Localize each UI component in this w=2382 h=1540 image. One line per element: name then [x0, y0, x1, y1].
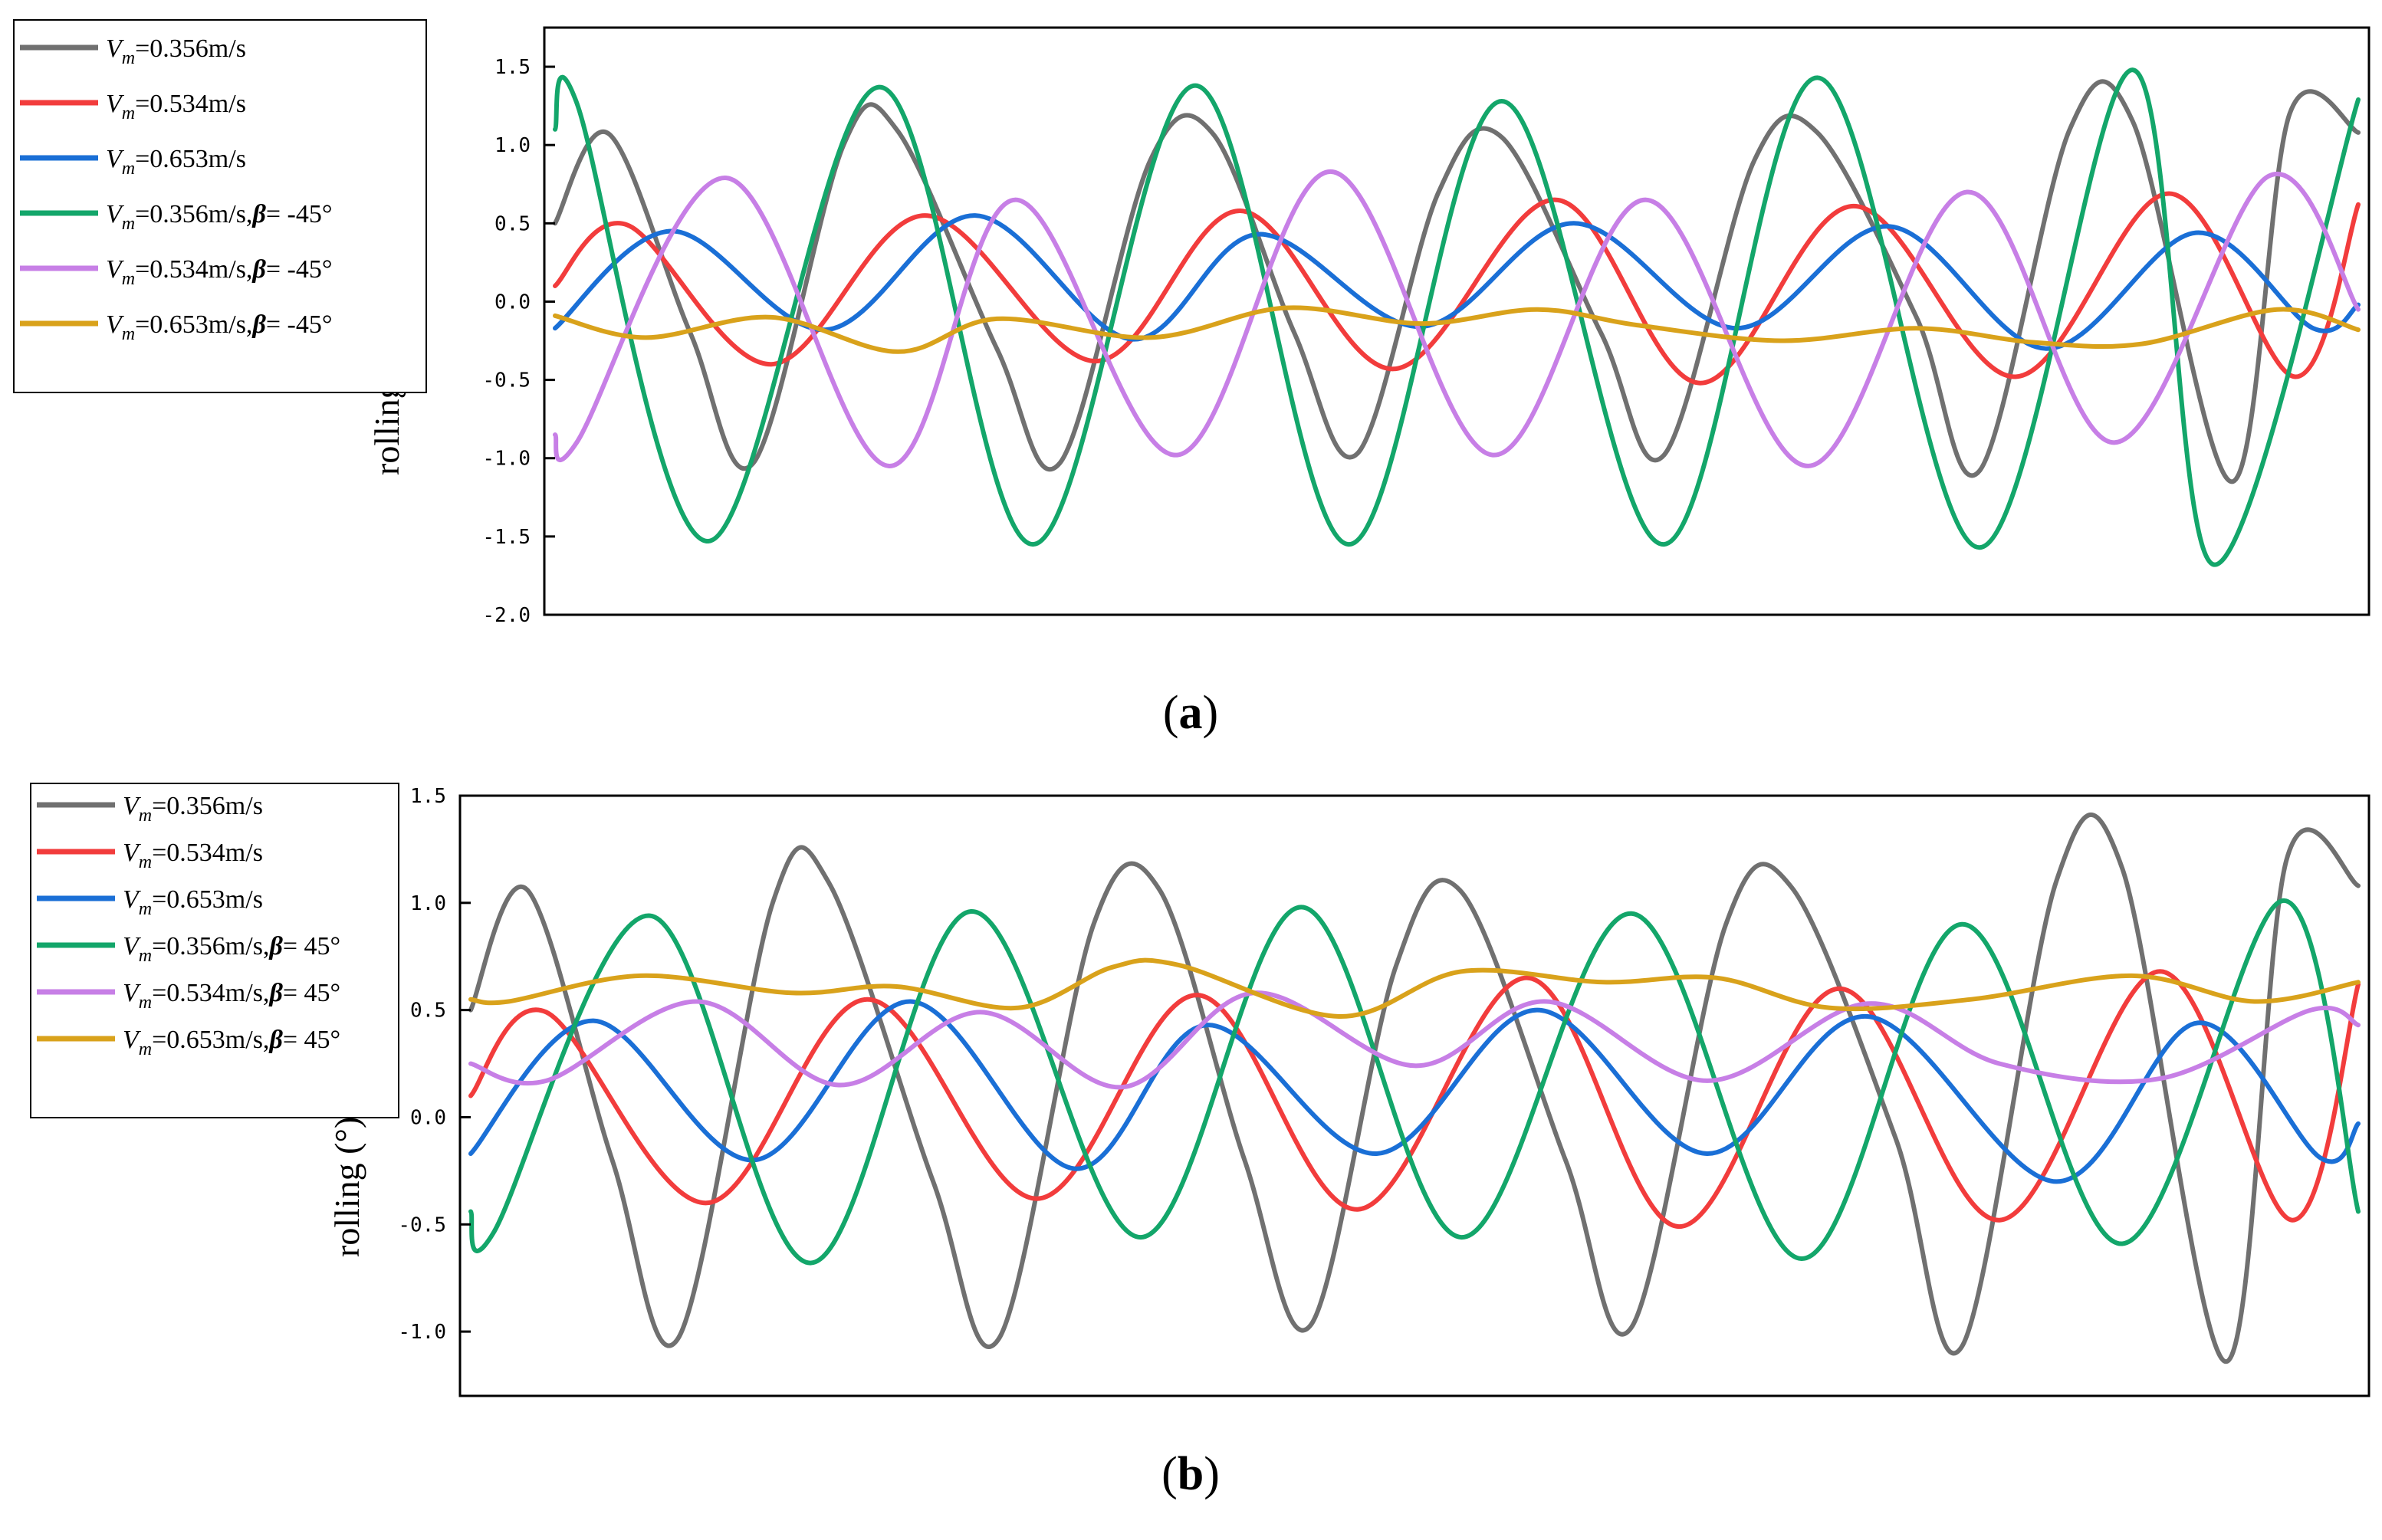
legend-entry: Vm=0.356m/s	[123, 792, 263, 826]
series-line-6	[553, 305, 2361, 354]
legend-entry: Vm=0.534m/s,β= -45°	[106, 255, 332, 289]
plot-frame	[458, 794, 2371, 1397]
y-tick-label: -1.0	[398, 1321, 446, 1344]
series-line-3	[468, 999, 2361, 1184]
legend-entry: Vm=0.653m/s	[123, 885, 263, 919]
panel-b-chart: 1.5 1.0 0.5 0.0 -0.5 -1.0 rolling (°) Vm=0.356m…	[30, 783, 2371, 1500]
series-line-2	[553, 191, 2361, 386]
panel-label: (a)	[1163, 687, 1218, 739]
series-line-1	[468, 812, 2361, 1364]
series-line-6	[468, 957, 2361, 1020]
y-tick-label: -1.5	[482, 526, 531, 549]
series-line-4	[553, 67, 2361, 567]
y-tick-label: -1.0	[482, 448, 531, 471]
legend-entry: Vm=0.356m/s,β= 45°	[123, 932, 340, 966]
legend-entry: Vm=0.653m/s,β= -45°	[106, 310, 332, 344]
legend-entry: Vm=0.356m/s	[106, 34, 246, 68]
legend-entry: Vm=0.653m/s,β= 45°	[123, 1026, 340, 1059]
panel-label: (b)	[1161, 1448, 1220, 1500]
legend-box	[30, 783, 399, 1118]
y-tick-label: -2.0	[482, 604, 531, 627]
y-tick-label: 0.0	[410, 1106, 446, 1129]
y-tick-label: 0.5	[410, 1000, 446, 1023]
series-line-2	[468, 969, 2361, 1230]
series-line-3	[553, 213, 2361, 351]
y-tick-label: 1.5	[410, 785, 446, 808]
y-tick-label: 0.5	[494, 212, 531, 235]
y-tick-label: 1.5	[494, 56, 531, 79]
legend-entry: Vm=0.534m/s	[123, 839, 263, 872]
y-axis-label: rolling (°)	[327, 1117, 366, 1257]
y-tick-label: 1.0	[494, 134, 531, 157]
series-line-5	[553, 169, 2361, 468]
series-line-5	[468, 990, 2361, 1090]
plot-frame	[543, 26, 2371, 616]
y-tick-label: 0.0	[494, 291, 531, 314]
legend-box	[13, 19, 427, 393]
legend-entry: Vm=0.653m/s	[106, 145, 246, 179]
y-tick-label: 1.0	[410, 892, 446, 915]
legend-entry: Vm=0.534m/s,β= 45°	[123, 979, 340, 1013]
y-tick-label: -0.5	[398, 1213, 446, 1236]
legend-entry: Vm=0.534m/s	[106, 90, 246, 123]
series-line-4	[468, 898, 2361, 1266]
y-tick-label: -0.5	[482, 369, 531, 392]
legend-entry: Vm=0.356m/s,β= -45°	[106, 200, 332, 234]
